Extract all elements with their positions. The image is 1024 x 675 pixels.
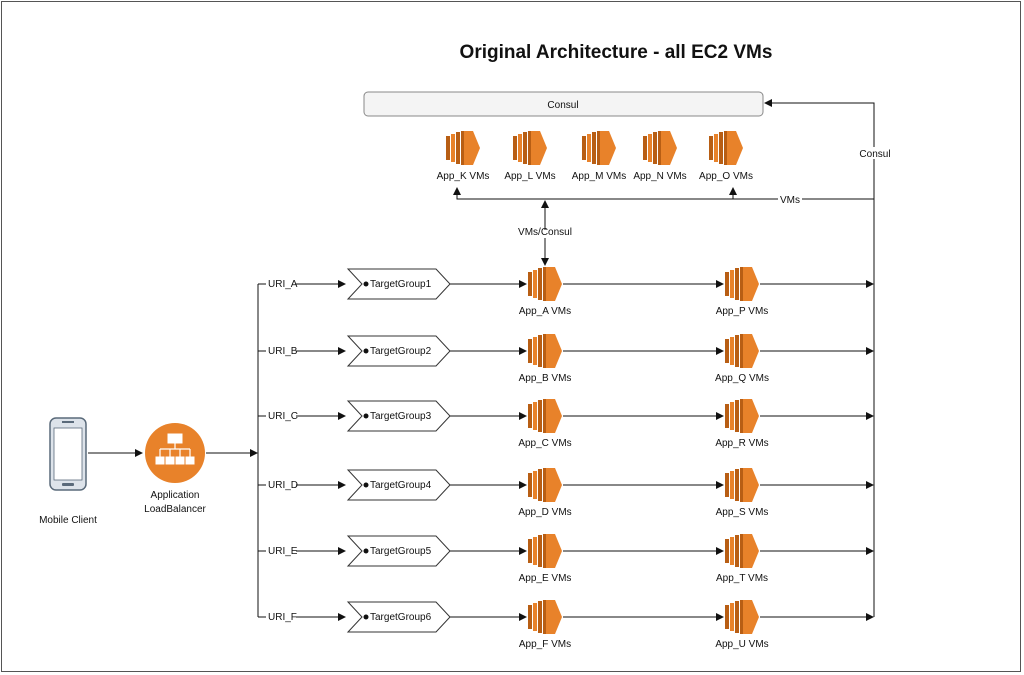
app-label: App_B VMs — [519, 373, 572, 384]
app-label: App_O VMs — [699, 171, 753, 182]
target-group-label: TargetGroup6 — [370, 612, 432, 623]
consul-edge-label: Consul — [859, 149, 890, 160]
ec2-instance-icon — [528, 534, 562, 568]
uri-label: URI_D — [268, 480, 298, 491]
consul-box: Consul — [363, 91, 764, 117]
diagram-title: Original Architecture - all EC2 VMs — [460, 42, 773, 63]
target-group-label: TargetGroup1 — [370, 279, 432, 290]
route-row: URI_C TargetGroup3 App_C VMs App_R VMs — [258, 400, 874, 449]
ec2-instance-icon — [725, 399, 759, 433]
target-group-shape — [346, 601, 451, 633]
route-row: URI_F TargetGroup6 App_F VMs App_U VMs — [258, 601, 874, 650]
target-group-label: TargetGroup4 — [370, 480, 432, 491]
app-label: App_F VMs — [519, 639, 571, 650]
vms-edge-label: VMs — [780, 195, 800, 206]
ec2-instance-icon — [528, 600, 562, 634]
vms-connector — [453, 187, 874, 200]
app-label: App_Q VMs — [715, 373, 769, 384]
app-label: App_T VMs — [716, 573, 768, 584]
ec2-instance-icon — [725, 468, 759, 502]
uri-label: URI_C — [268, 411, 298, 422]
ec2-instance-icon — [513, 131, 547, 165]
app-label: App_L VMs — [504, 171, 555, 182]
route-row: URI_D TargetGroup4 App_D VMs App_S VMs — [258, 469, 874, 518]
ec2-instance-icon — [528, 334, 562, 368]
target-group-shape — [346, 469, 451, 501]
consul-box-label: Consul — [547, 100, 578, 111]
uri-label: URI_F — [268, 612, 297, 623]
ec2-instance-icon — [446, 131, 480, 165]
ec2-instance-icon — [709, 131, 743, 165]
uri-label: URI_E — [268, 546, 298, 557]
target-group-label: TargetGroup2 — [370, 346, 432, 357]
ec2-instance-icon — [725, 600, 759, 634]
vms-consul-edge-label: VMs/Consul — [518, 227, 572, 238]
uri-label: URI_B — [268, 346, 298, 357]
mobile-phone-icon — [49, 417, 87, 491]
target-group-shape — [346, 268, 451, 300]
mobile-client-label: Mobile Client — [39, 515, 97, 526]
target-group-label: TargetGroup3 — [370, 411, 432, 422]
app-label: App_S VMs — [716, 507, 769, 518]
load-balancer-icon — [145, 423, 205, 483]
app-label: App_E VMs — [519, 573, 572, 584]
route-row: URI_B TargetGroup2 App_B VMs App_Q VMs — [258, 335, 874, 384]
ec2-instance-icon — [643, 131, 677, 165]
app-label: App_C VMs — [518, 438, 571, 449]
uri-label: URI_A — [268, 279, 298, 290]
ec2-instance-icon — [528, 468, 562, 502]
ec2-instance-icon — [725, 267, 759, 301]
ec2-instance-icon — [725, 534, 759, 568]
ec2-instance-icon — [582, 131, 616, 165]
alb-label-line2: LoadBalancer — [144, 504, 206, 515]
ec2-instance-icon — [725, 334, 759, 368]
alb-label-line1: Application — [151, 490, 200, 501]
target-group-label: TargetGroup5 — [370, 546, 432, 557]
app-label: App_R VMs — [715, 438, 768, 449]
consul-connector — [764, 99, 875, 617]
app-label: App_K VMs — [437, 171, 490, 182]
ec2-instance-icon — [528, 399, 562, 433]
app-label: App_M VMs — [572, 171, 626, 182]
target-group-shape — [346, 335, 451, 367]
target-group-shape — [346, 400, 451, 432]
app-label: App_P VMs — [716, 306, 769, 317]
app-label: App_D VMs — [518, 507, 571, 518]
route-row: URI_A TargetGroup1 App_A VMs App_P VMs — [258, 268, 874, 317]
route-row: URI_E TargetGroup5 App_E VMs App_T VMs — [258, 535, 874, 584]
app-label: App_A VMs — [519, 306, 571, 317]
app-label: App_U VMs — [715, 639, 768, 650]
ec2-instance-icon — [528, 267, 562, 301]
target-group-shape — [346, 535, 451, 567]
app-label: App_N VMs — [633, 171, 686, 182]
